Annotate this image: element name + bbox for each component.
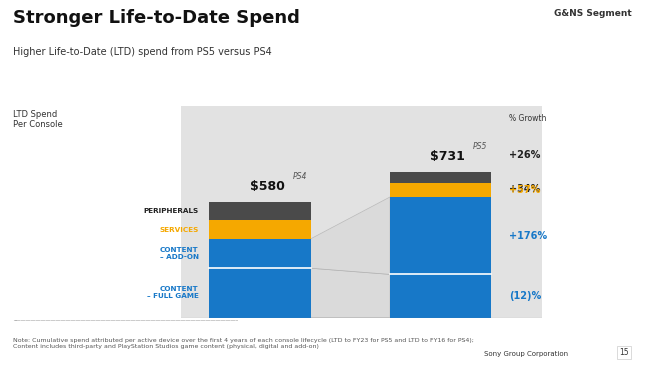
Bar [390,274,491,318]
Text: Stronger Life-to-Date Spend: Stronger Life-to-Date Spend [13,9,300,27]
Bar [390,183,491,197]
Text: SERVICES: SERVICES [159,227,199,233]
Text: ────────────────────────────────────────────────────────────────────────────────: ────────────────────────────────────────… [13,319,238,323]
Polygon shape [311,268,390,318]
Text: (12)%: (12)% [510,291,542,301]
Text: Note: Cumulative spend attributed per active device over the first 4 years of ea: Note: Cumulative spend attributed per ac… [13,338,474,349]
Text: PS5: PS5 [473,142,488,151]
Text: +34%: +34% [510,184,541,194]
Text: CONTENT
– FULL GAME: CONTENT – FULL GAME [147,287,199,299]
Text: Sony Group Corporation: Sony Group Corporation [484,351,568,357]
Text: CONTENT
– ADD-ON: CONTENT – ADD-ON [160,247,199,260]
Text: Higher Life-to-Date (LTD) spend from PS5 versus PS4: Higher Life-to-Date (LTD) spend from PS5… [13,47,272,57]
Bar [210,220,311,239]
Text: 15: 15 [619,348,629,357]
Text: LTD Spend
Per Console: LTD Spend Per Console [13,110,63,129]
Text: +176%: +176% [510,231,548,241]
Text: PERIPHERALS: PERIPHERALS [143,208,199,214]
Polygon shape [311,197,390,274]
Text: % Growth: % Growth [510,114,547,123]
Text: +26%: +26% [510,150,541,160]
Bar [210,202,311,220]
Text: $580: $580 [250,180,284,193]
Bar [210,268,311,318]
Text: PS4: PS4 [293,172,307,181]
Text: +57%: +57% [510,185,541,195]
Text: $731: $731 [430,150,465,163]
Text: G&NS Segment: G&NS Segment [554,9,632,18]
Bar [210,239,311,268]
Bar [390,172,491,183]
Bar [390,197,491,274]
